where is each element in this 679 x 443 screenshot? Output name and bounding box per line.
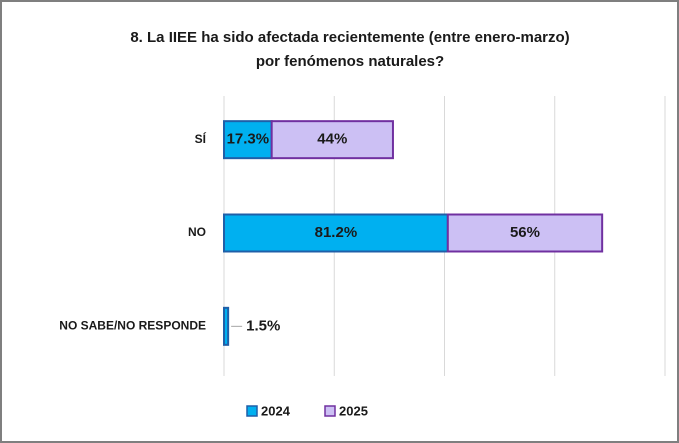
data-label: 44% xyxy=(317,131,347,148)
y-tick-label: NO SABE/NO RESPONDE xyxy=(59,319,206,333)
legend-swatch xyxy=(324,405,336,417)
data-label: 17.3% xyxy=(227,131,270,148)
data-label: 1.5% xyxy=(246,317,280,334)
y-tick-label: NO xyxy=(188,225,206,239)
bar xyxy=(270,120,394,160)
bar xyxy=(446,213,604,253)
data-label: 56% xyxy=(510,224,540,241)
legend-label: 2025 xyxy=(339,403,368,418)
y-tick-label: SÍ xyxy=(195,131,207,146)
legend-swatch xyxy=(246,405,258,417)
legend-label: 2024 xyxy=(261,403,291,418)
bar xyxy=(223,306,230,346)
chart-title: 8. La IIEE ha sido afectada recientement… xyxy=(130,29,569,46)
data-label: 81.2% xyxy=(315,224,358,241)
chart-title: por fenómenos naturales? xyxy=(256,53,444,70)
